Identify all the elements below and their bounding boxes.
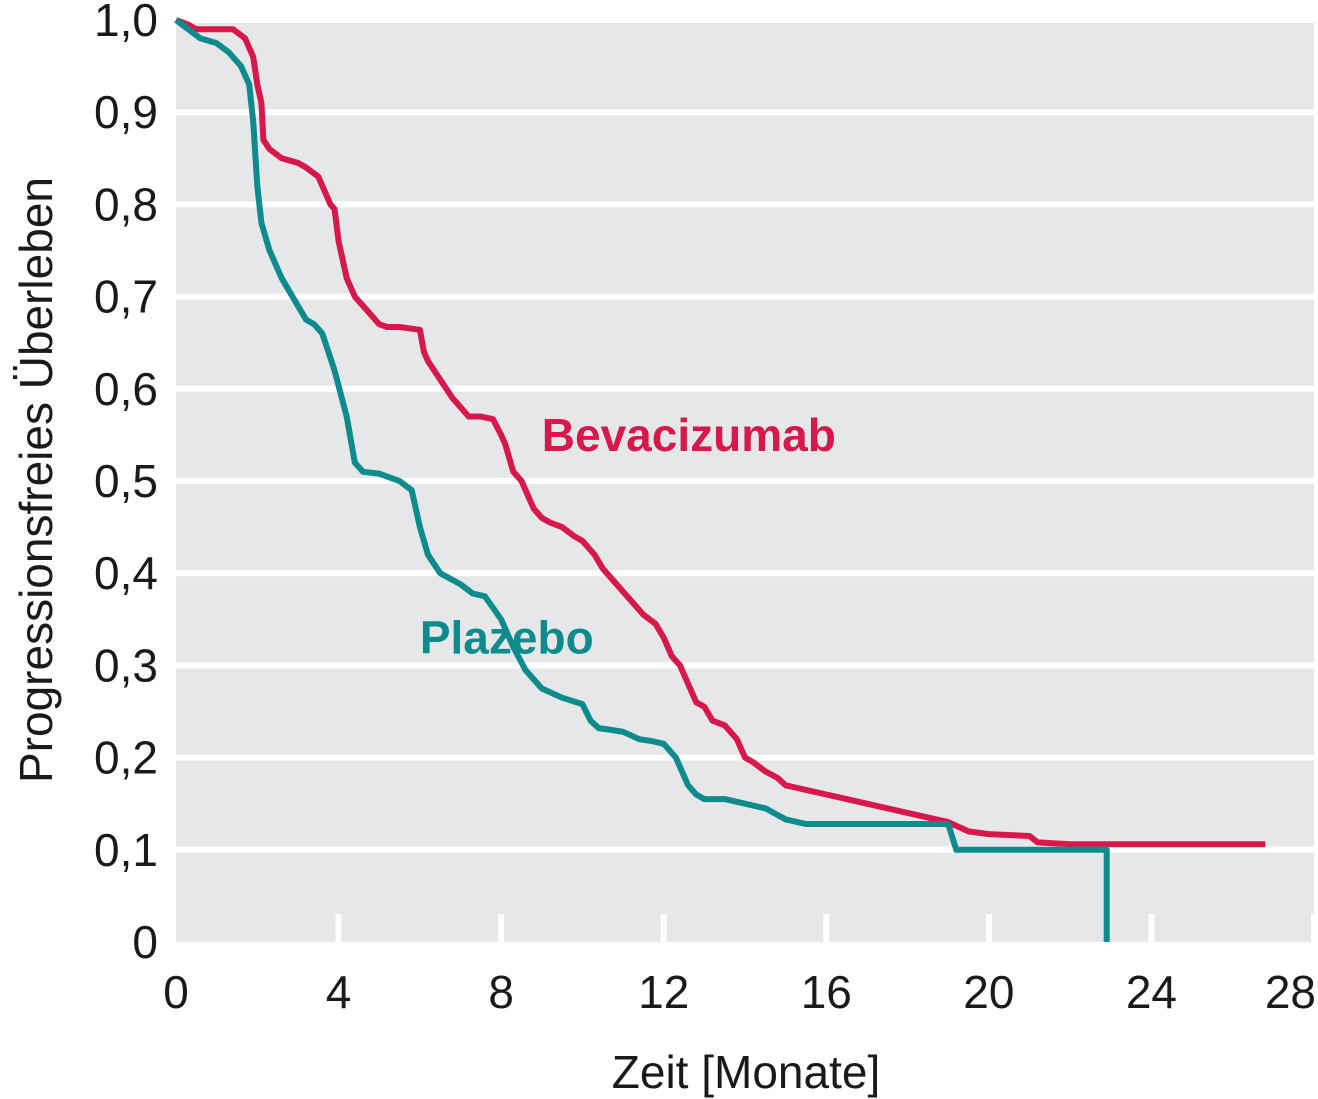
y-axis-title: Progressionsfreies Überleben — [10, 177, 62, 783]
x-tick-label: 0 — [163, 966, 189, 1018]
y-tick-label: 0,7 — [94, 271, 158, 323]
x-tick-label: 12 — [638, 966, 689, 1018]
y-tick-label: 0,4 — [94, 547, 158, 599]
x-tick-label: 24 — [1126, 966, 1177, 1018]
y-tick-label: 0,8 — [94, 178, 158, 230]
y-tick-label: 0,9 — [94, 86, 158, 138]
y-tick-label: 0,3 — [94, 639, 158, 691]
y-tick-label: 0,1 — [94, 824, 158, 876]
y-tick-label: 0,5 — [94, 455, 158, 507]
x-tick-label: 16 — [801, 966, 852, 1018]
series-line-bevacizumab — [174, 17, 1266, 848]
series-labels: Bevacizumab Plazebo — [420, 409, 836, 664]
series-label-bevacizumab: Bevacizumab — [542, 409, 836, 461]
y-tick-labels: 0 0,1 0,2 0,3 0,4 0,5 0,6 0,7 0,8 0,9 1,0 — [94, 0, 158, 968]
x-tick-label: 20 — [963, 966, 1014, 1018]
y-tick-label: 0 — [132, 916, 158, 968]
x-axis-title: Zeit [Monate] — [612, 1046, 880, 1098]
x-tick-label: 8 — [488, 966, 514, 1018]
y-tick-label: 0,2 — [94, 732, 158, 784]
y-tick-label: 1,0 — [94, 0, 158, 46]
series-lines — [174, 17, 1266, 942]
x-tick-label: 28 — [1265, 966, 1316, 1018]
series-line-plazebo — [174, 17, 1110, 942]
x-tick-label: 4 — [326, 966, 352, 1018]
series-label-plazebo: Plazebo — [420, 612, 594, 664]
x-tick-marks — [335, 914, 1317, 942]
x-tick-labels: 0 4 8 12 16 20 24 28 — [163, 966, 1316, 1018]
y-tick-label: 0,6 — [94, 363, 158, 415]
